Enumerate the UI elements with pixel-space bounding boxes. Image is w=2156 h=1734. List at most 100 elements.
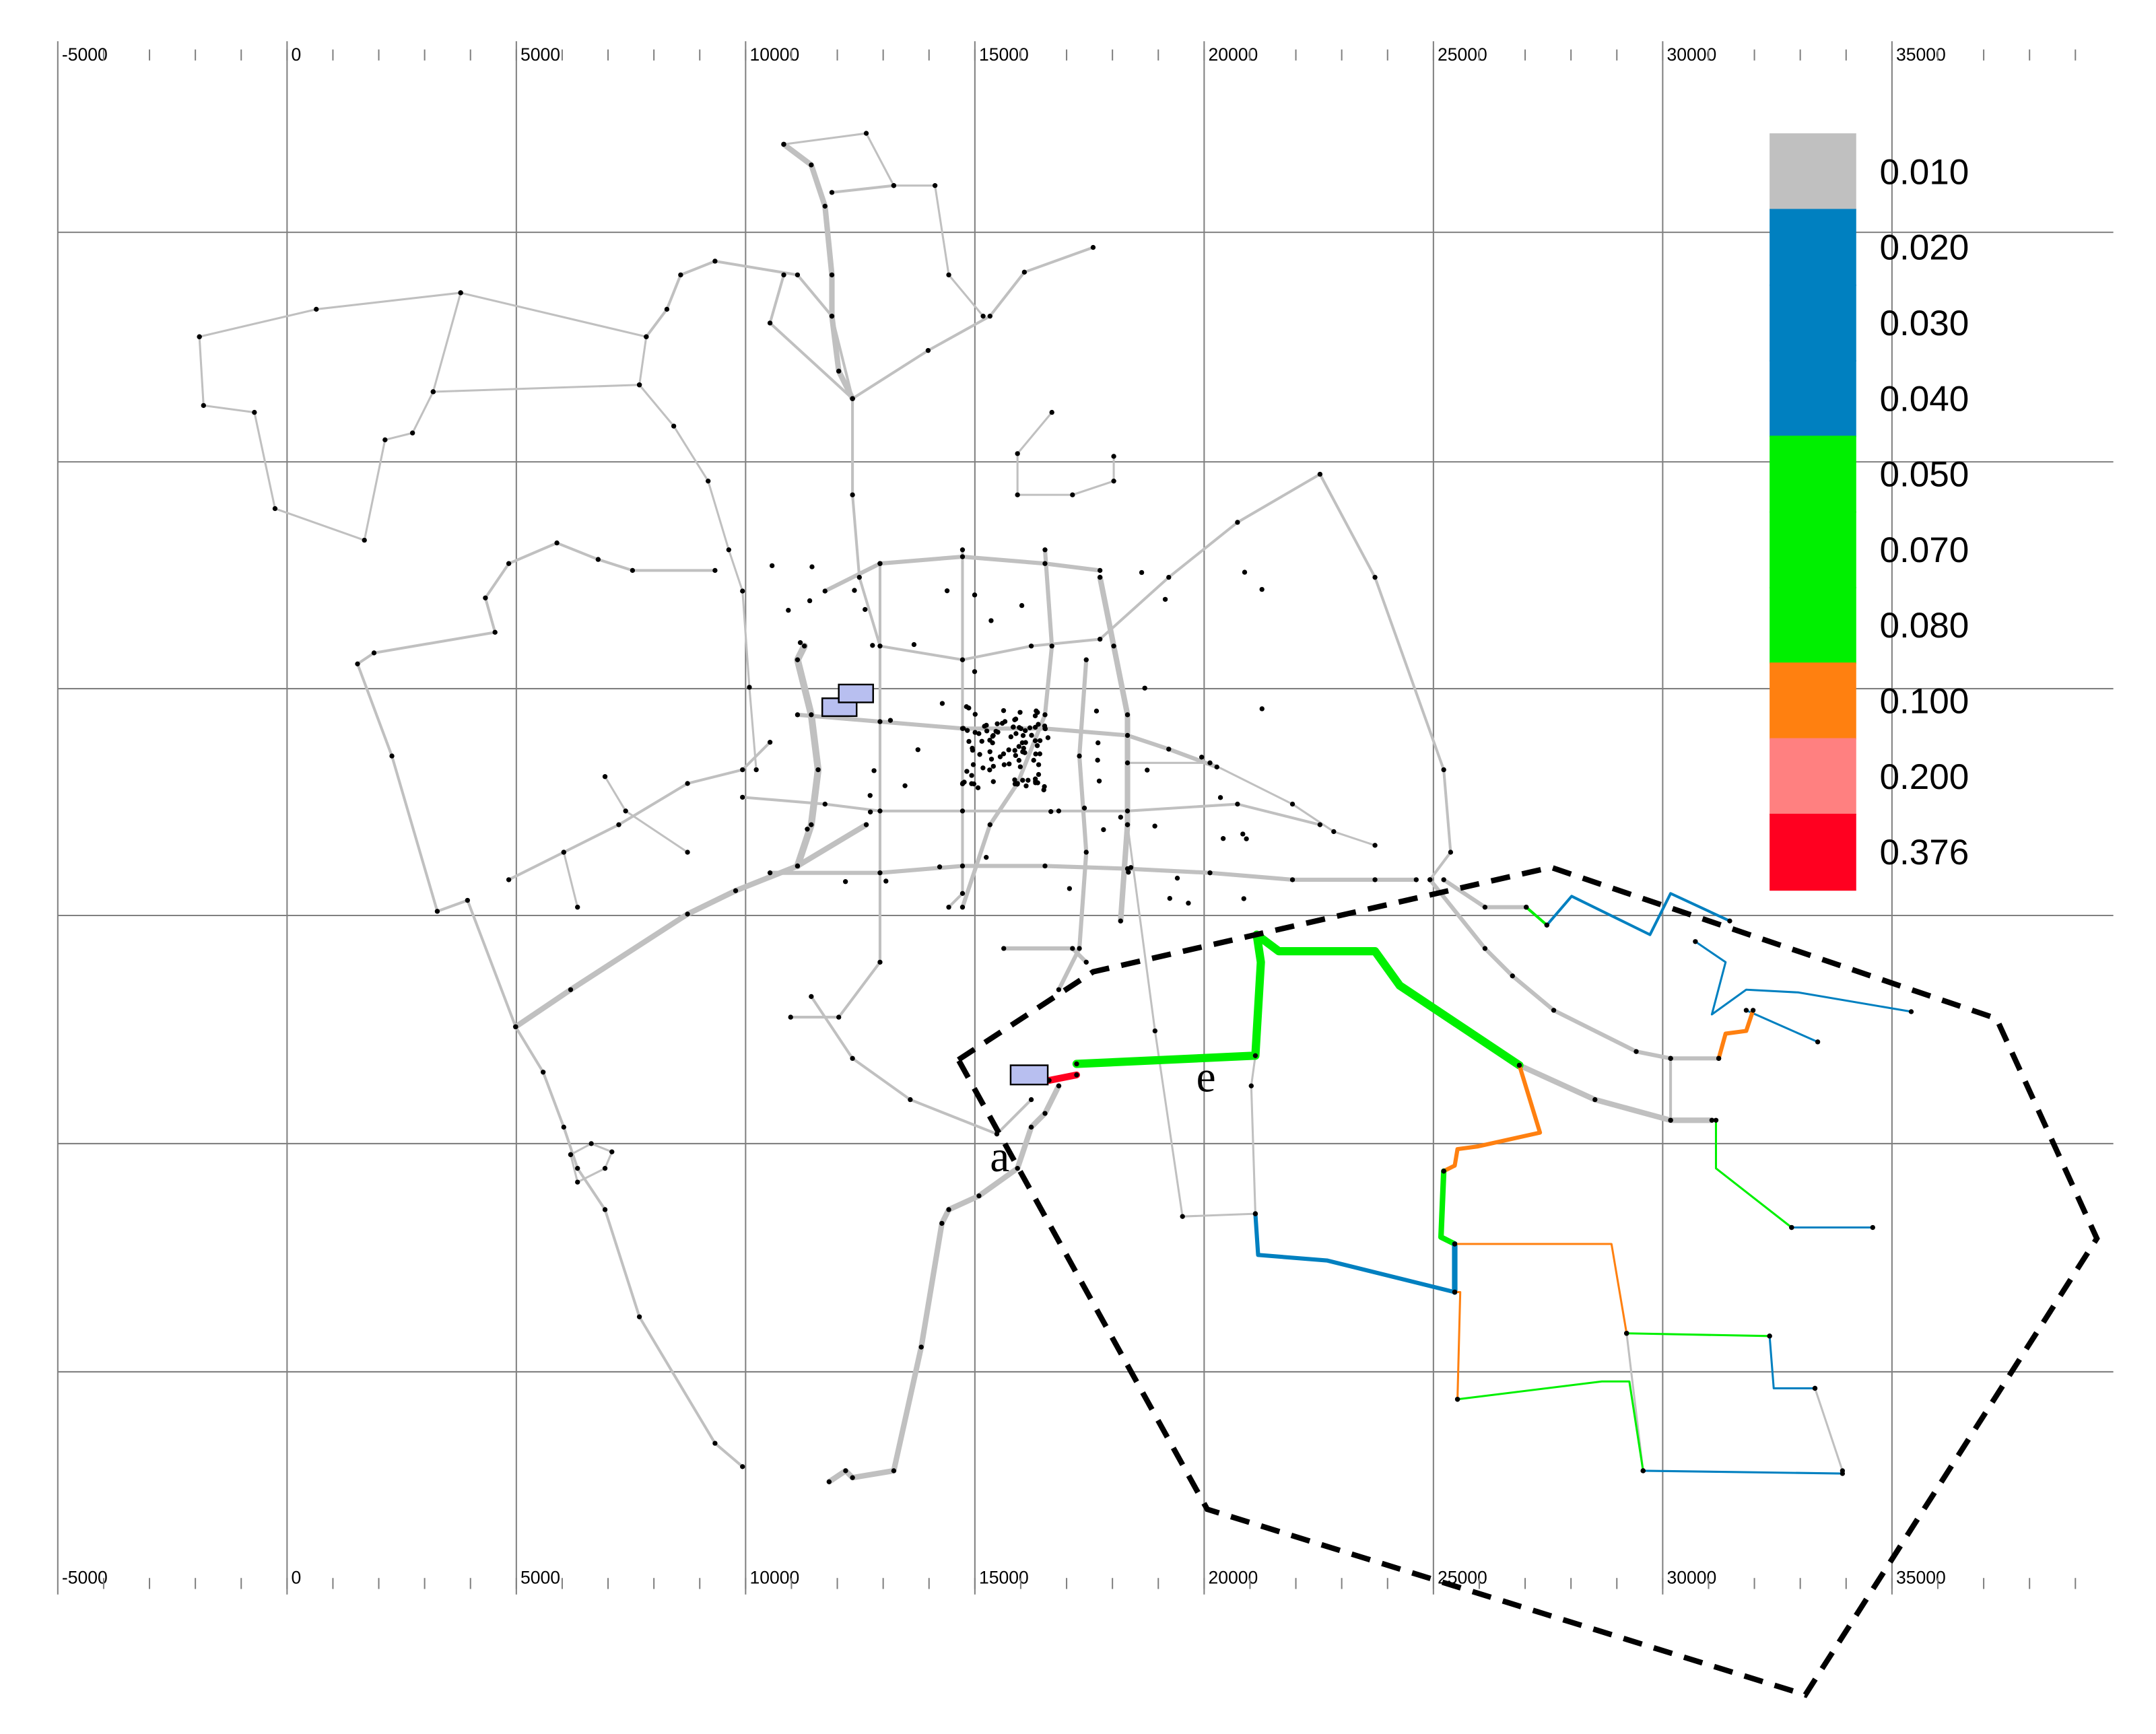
- node: [1016, 744, 1021, 749]
- node: [561, 1124, 566, 1130]
- node: [1090, 244, 1096, 250]
- node: [1167, 895, 1172, 901]
- node: [1166, 747, 1172, 752]
- node: [747, 685, 752, 690]
- node: [201, 403, 206, 409]
- pipe: [356, 541, 744, 1468]
- node: [977, 752, 982, 757]
- legend-label: 0.040: [1879, 379, 1969, 419]
- node: [1001, 946, 1007, 951]
- node: [1019, 740, 1025, 746]
- pipe: [604, 775, 689, 854]
- node: [1217, 795, 1223, 800]
- node: [389, 753, 395, 759]
- node: [915, 747, 920, 753]
- node: [1095, 757, 1100, 763]
- node: [1017, 764, 1023, 769]
- ruler-label: -5000: [62, 1567, 108, 1587]
- node: [1252, 1053, 1258, 1058]
- node: [740, 1464, 745, 1469]
- node: [877, 808, 883, 814]
- node: [513, 1024, 518, 1030]
- node: [1042, 712, 1048, 718]
- node: [972, 712, 978, 717]
- node: [1259, 706, 1265, 712]
- legend-swatch: [1770, 662, 1856, 740]
- node: [1033, 751, 1038, 757]
- node: [1097, 574, 1103, 580]
- node: [990, 734, 995, 739]
- node: [506, 877, 512, 882]
- node: [959, 657, 966, 662]
- node: [458, 290, 463, 296]
- node: [1743, 1008, 1749, 1013]
- node: [767, 740, 773, 745]
- node: [588, 1141, 594, 1146]
- node: [355, 661, 360, 666]
- node: [595, 557, 601, 562]
- node: [1592, 1097, 1598, 1103]
- pipe: [1126, 761, 1376, 847]
- node: [809, 822, 814, 827]
- pipe-highlighted: [1253, 1212, 1457, 1294]
- node: [959, 554, 966, 559]
- node: [314, 306, 319, 312]
- node: [863, 822, 869, 827]
- node: [829, 272, 835, 278]
- node: [575, 905, 580, 910]
- node: [1544, 922, 1550, 928]
- pipe-highlighted: [1456, 1380, 1644, 1472]
- node: [829, 313, 835, 319]
- node: [1015, 451, 1020, 456]
- node: [891, 1468, 897, 1473]
- node: [1240, 831, 1246, 837]
- node: [995, 721, 1000, 726]
- node: [795, 272, 801, 278]
- node: [809, 994, 814, 1000]
- node: [1042, 863, 1048, 869]
- node: [1126, 870, 1131, 875]
- node: [1042, 561, 1048, 566]
- node: [1111, 454, 1116, 459]
- node: [972, 730, 978, 735]
- pipe: [830, 184, 896, 194]
- node: [568, 987, 574, 992]
- node: [1372, 574, 1378, 580]
- node: [465, 897, 471, 903]
- node: [1022, 750, 1028, 755]
- node: [870, 643, 875, 648]
- node: [801, 644, 807, 649]
- node: [939, 1220, 945, 1226]
- node: [1516, 1062, 1522, 1068]
- pipe-highlighted: [1694, 940, 1912, 1016]
- pipe: [1016, 411, 1115, 496]
- node: [987, 767, 992, 773]
- node: [197, 334, 202, 339]
- tank: [838, 683, 874, 703]
- node: [252, 409, 257, 415]
- node: [1020, 733, 1026, 738]
- node: [1037, 738, 1043, 743]
- node: [939, 701, 945, 706]
- node: [1624, 1331, 1629, 1336]
- node: [1713, 1117, 1719, 1123]
- pipe-highlighted: [1453, 1243, 1628, 1335]
- node: [946, 272, 951, 278]
- node: [1001, 751, 1007, 757]
- pipe: [569, 1142, 613, 1183]
- node: [1027, 725, 1033, 730]
- pipe-highlighted: [1438, 1168, 1458, 1247]
- node: [788, 1014, 793, 1020]
- node: [767, 320, 773, 326]
- node: [1317, 471, 1323, 477]
- node: [877, 719, 883, 724]
- legend-label: 0.200: [1879, 757, 1969, 797]
- node: [1074, 1061, 1079, 1067]
- node: [980, 313, 986, 319]
- node: [1214, 764, 1219, 770]
- node: [961, 726, 966, 731]
- node: [712, 1441, 718, 1446]
- node: [822, 203, 828, 209]
- node: [636, 382, 642, 388]
